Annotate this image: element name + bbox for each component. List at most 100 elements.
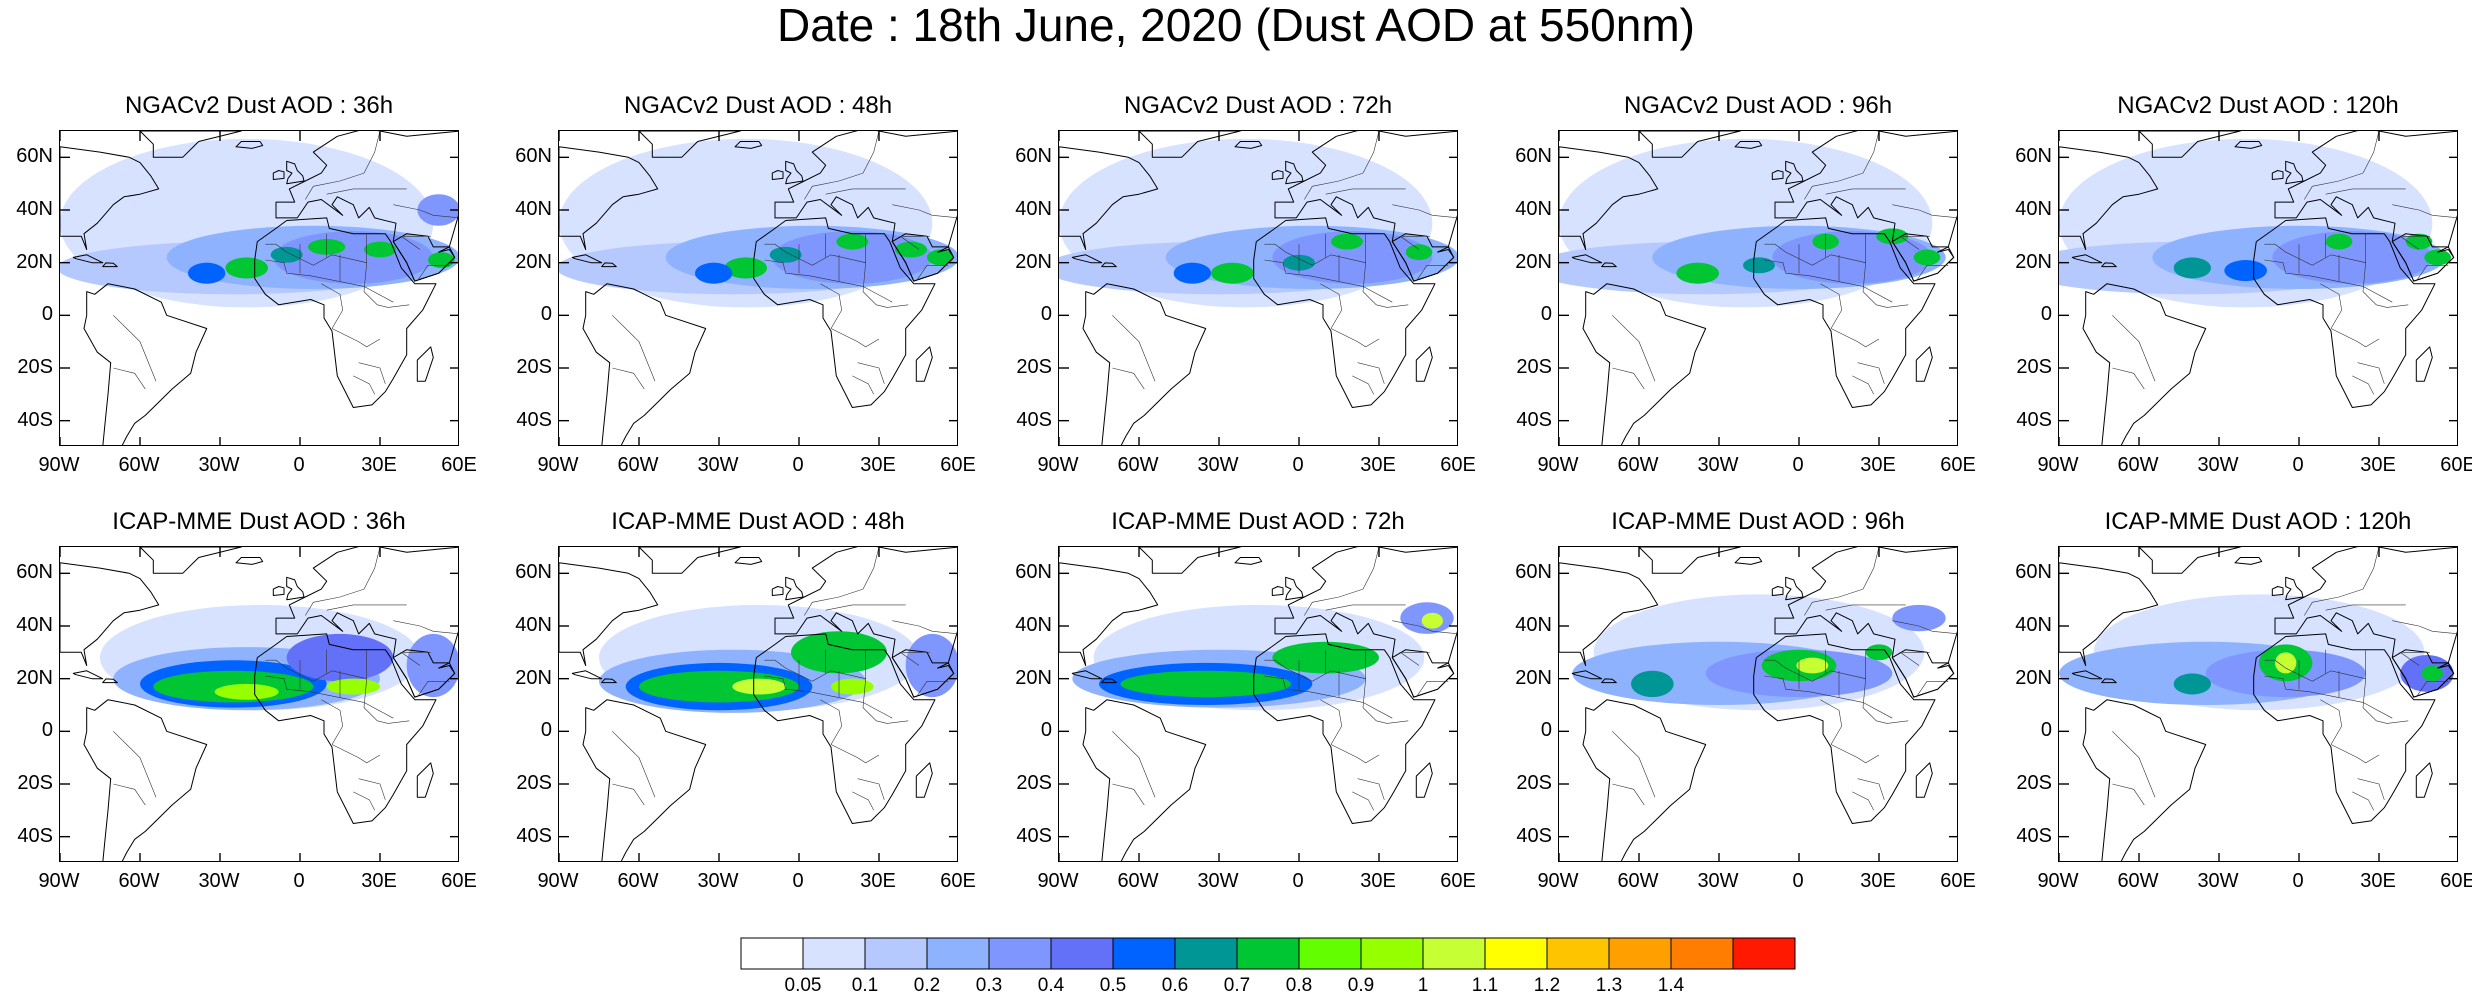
lon-tick-label: 30W <box>2197 870 2239 892</box>
lat-tick-label: 20S <box>2016 772 2052 794</box>
lon-tick-label: 30E <box>361 870 397 892</box>
country-border <box>612 783 645 806</box>
map-panel <box>558 130 958 446</box>
map-canvas <box>559 131 957 445</box>
colorbar-label: 0.05 <box>784 975 822 996</box>
lat-tick-label: 0 <box>1540 303 1552 326</box>
colorbar-box <box>926 937 990 970</box>
country-border <box>1112 367 1145 390</box>
coastline <box>1101 262 1117 268</box>
dust-contour <box>1421 612 1443 629</box>
country-border <box>1862 262 1909 308</box>
lon-tick-label: 0 <box>293 454 305 476</box>
colorbar-box <box>1546 937 1610 970</box>
country-border <box>1357 778 1385 800</box>
coastline <box>1601 262 1617 268</box>
dust-aod-field <box>60 138 458 308</box>
dust-contour <box>188 262 226 284</box>
country-border <box>2320 283 2343 329</box>
dust-contour <box>772 231 933 284</box>
dust-contour <box>1631 670 1674 698</box>
country-border <box>857 778 885 800</box>
lon-tick-label: 30W <box>198 870 240 892</box>
country-border <box>1416 681 1449 698</box>
lon-tick-label: 30E <box>361 454 397 476</box>
country-border <box>1612 783 1645 806</box>
dust-contour <box>1272 231 1433 284</box>
lat-tick-label: 60N <box>1015 145 1052 168</box>
lon-tick-label: 30W <box>1197 454 1239 476</box>
coastline <box>2391 649 2455 698</box>
country-border <box>1352 375 1374 395</box>
lat-tick-label: 40S <box>17 408 53 431</box>
lat-tick-label: 20S <box>516 356 552 378</box>
lon-tick-label: 30E <box>860 454 896 476</box>
lat-tick-label: 40N <box>1015 198 1052 220</box>
coastlines <box>2059 131 2457 445</box>
country-border <box>363 131 381 174</box>
coastline <box>83 283 208 445</box>
country-border <box>2416 681 2449 698</box>
map-panel <box>558 546 958 862</box>
lon-tick-label: 60W <box>118 870 160 892</box>
country-border <box>1764 675 1893 719</box>
lon-tick-label: 30W <box>697 870 739 892</box>
country-border <box>899 652 930 666</box>
colorbar-label: 0.4 <box>1037 975 1065 996</box>
coastline <box>601 678 617 684</box>
country-border <box>326 188 407 195</box>
coastline <box>1071 254 1103 264</box>
coastline <box>771 170 784 180</box>
dust-contour <box>1892 604 1946 632</box>
colorbar-label: 1.4 <box>1657 975 1685 996</box>
colorbar-box <box>1236 937 1300 970</box>
coastline <box>1891 233 1955 282</box>
country-border <box>2357 778 2385 800</box>
panel-title: NGACv2 Dust AOD : 72h <box>1123 92 1393 119</box>
dust-contour <box>2325 233 2353 250</box>
lon-tick-label: 0 <box>2292 870 2304 892</box>
country-border <box>1392 204 1457 219</box>
coastline <box>2271 170 2284 180</box>
lon-tick-label: 90W <box>1537 870 1579 892</box>
coastline <box>272 170 285 180</box>
map-panel <box>1058 130 1458 446</box>
lat-tick-label: 0 <box>1040 303 1052 326</box>
country-borders <box>113 547 458 811</box>
lon-tick-label: 60E <box>441 870 477 892</box>
coastline <box>2101 262 2117 268</box>
coastline <box>139 131 242 158</box>
country-border <box>2362 678 2409 724</box>
lon-tick-label: 60W <box>617 870 659 892</box>
coastline <box>416 762 434 798</box>
panel-title: NGACv2 Dust AOD : 120h <box>2117 92 2399 119</box>
coastline <box>1415 346 1433 382</box>
country-border <box>358 778 386 800</box>
coastline <box>1774 131 1957 282</box>
country-border <box>353 375 375 395</box>
colorbar-box <box>1670 937 1734 970</box>
lat-tick-label: 20N <box>1515 666 1552 689</box>
dust-aod-field <box>1072 602 1454 711</box>
coastline <box>785 576 804 601</box>
country-border <box>1264 675 1393 719</box>
country-border <box>2352 375 2374 395</box>
country-border <box>1357 362 1385 384</box>
coastline <box>582 699 707 861</box>
lon-tick-label: 60W <box>1617 870 1659 892</box>
lon-tick-label: 90W <box>38 454 80 476</box>
lon-tick-label: 60E <box>2440 870 2472 892</box>
country-border <box>1857 362 1885 384</box>
lat-tick-label: 40S <box>1516 408 1552 431</box>
country-border <box>1362 678 1409 724</box>
lat-tick-label: 60N <box>2015 561 2052 584</box>
dust-contour <box>1211 262 1254 284</box>
country-border <box>113 315 157 382</box>
country-borders <box>2112 547 2457 811</box>
country-border <box>1899 652 1930 666</box>
dust-contour <box>831 678 874 695</box>
coastline <box>2274 547 2457 698</box>
country-border <box>830 328 880 348</box>
coastline <box>1774 547 1957 698</box>
dust-contour <box>2272 231 2433 284</box>
